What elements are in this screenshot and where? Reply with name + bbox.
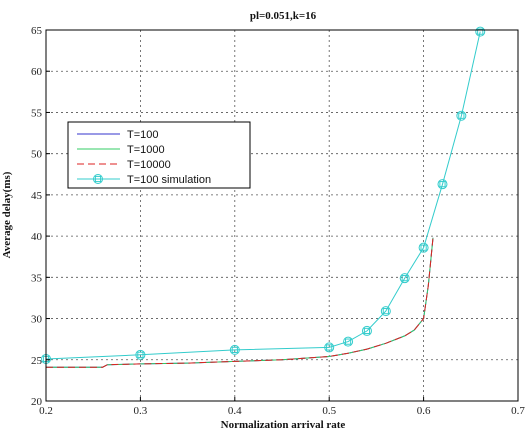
series-line-4 [46,32,480,359]
x-axis-label: Normalization arrival rate [221,419,346,431]
y-tick-label: 25 [31,355,43,367]
chart-title: pl=0.051,k=16 [250,10,317,22]
y-tick-label: 55 [31,107,43,119]
x-tick-label: 0.6 [417,405,431,417]
y-tick-label: 35 [31,272,43,284]
grid [46,30,518,401]
series-lines [42,27,485,367]
y-tick-label: 40 [31,231,43,243]
y-tick-label: 50 [31,149,43,161]
x-tick-label: 0.5 [322,405,336,417]
series-line-1 [46,238,433,367]
legend-label-1: T=100 [127,129,159,141]
y-axis-label: Average delay(ms) [1,171,13,258]
series-line-2 [46,238,433,367]
y-tick-label: 30 [31,314,43,326]
legend: T=100 T=1000 T=10000 T=100 simulation [68,122,250,188]
x-tick-label: 0.3 [134,405,148,417]
legend-label-4: T=100 simulation [127,174,211,186]
y-tick-label: 65 [31,25,43,37]
y-tick-label: 60 [31,66,43,78]
y-tick-label: 45 [31,190,43,202]
y-tick-label: 20 [31,396,43,408]
x-tick-label: 0.4 [228,405,242,417]
x-tick-label: 0.7 [511,405,525,417]
legend-label-3: T=10000 [127,159,171,171]
plot-area-frame [46,30,518,401]
legend-label-2: T=1000 [127,144,165,156]
series-line-3 [46,238,433,367]
